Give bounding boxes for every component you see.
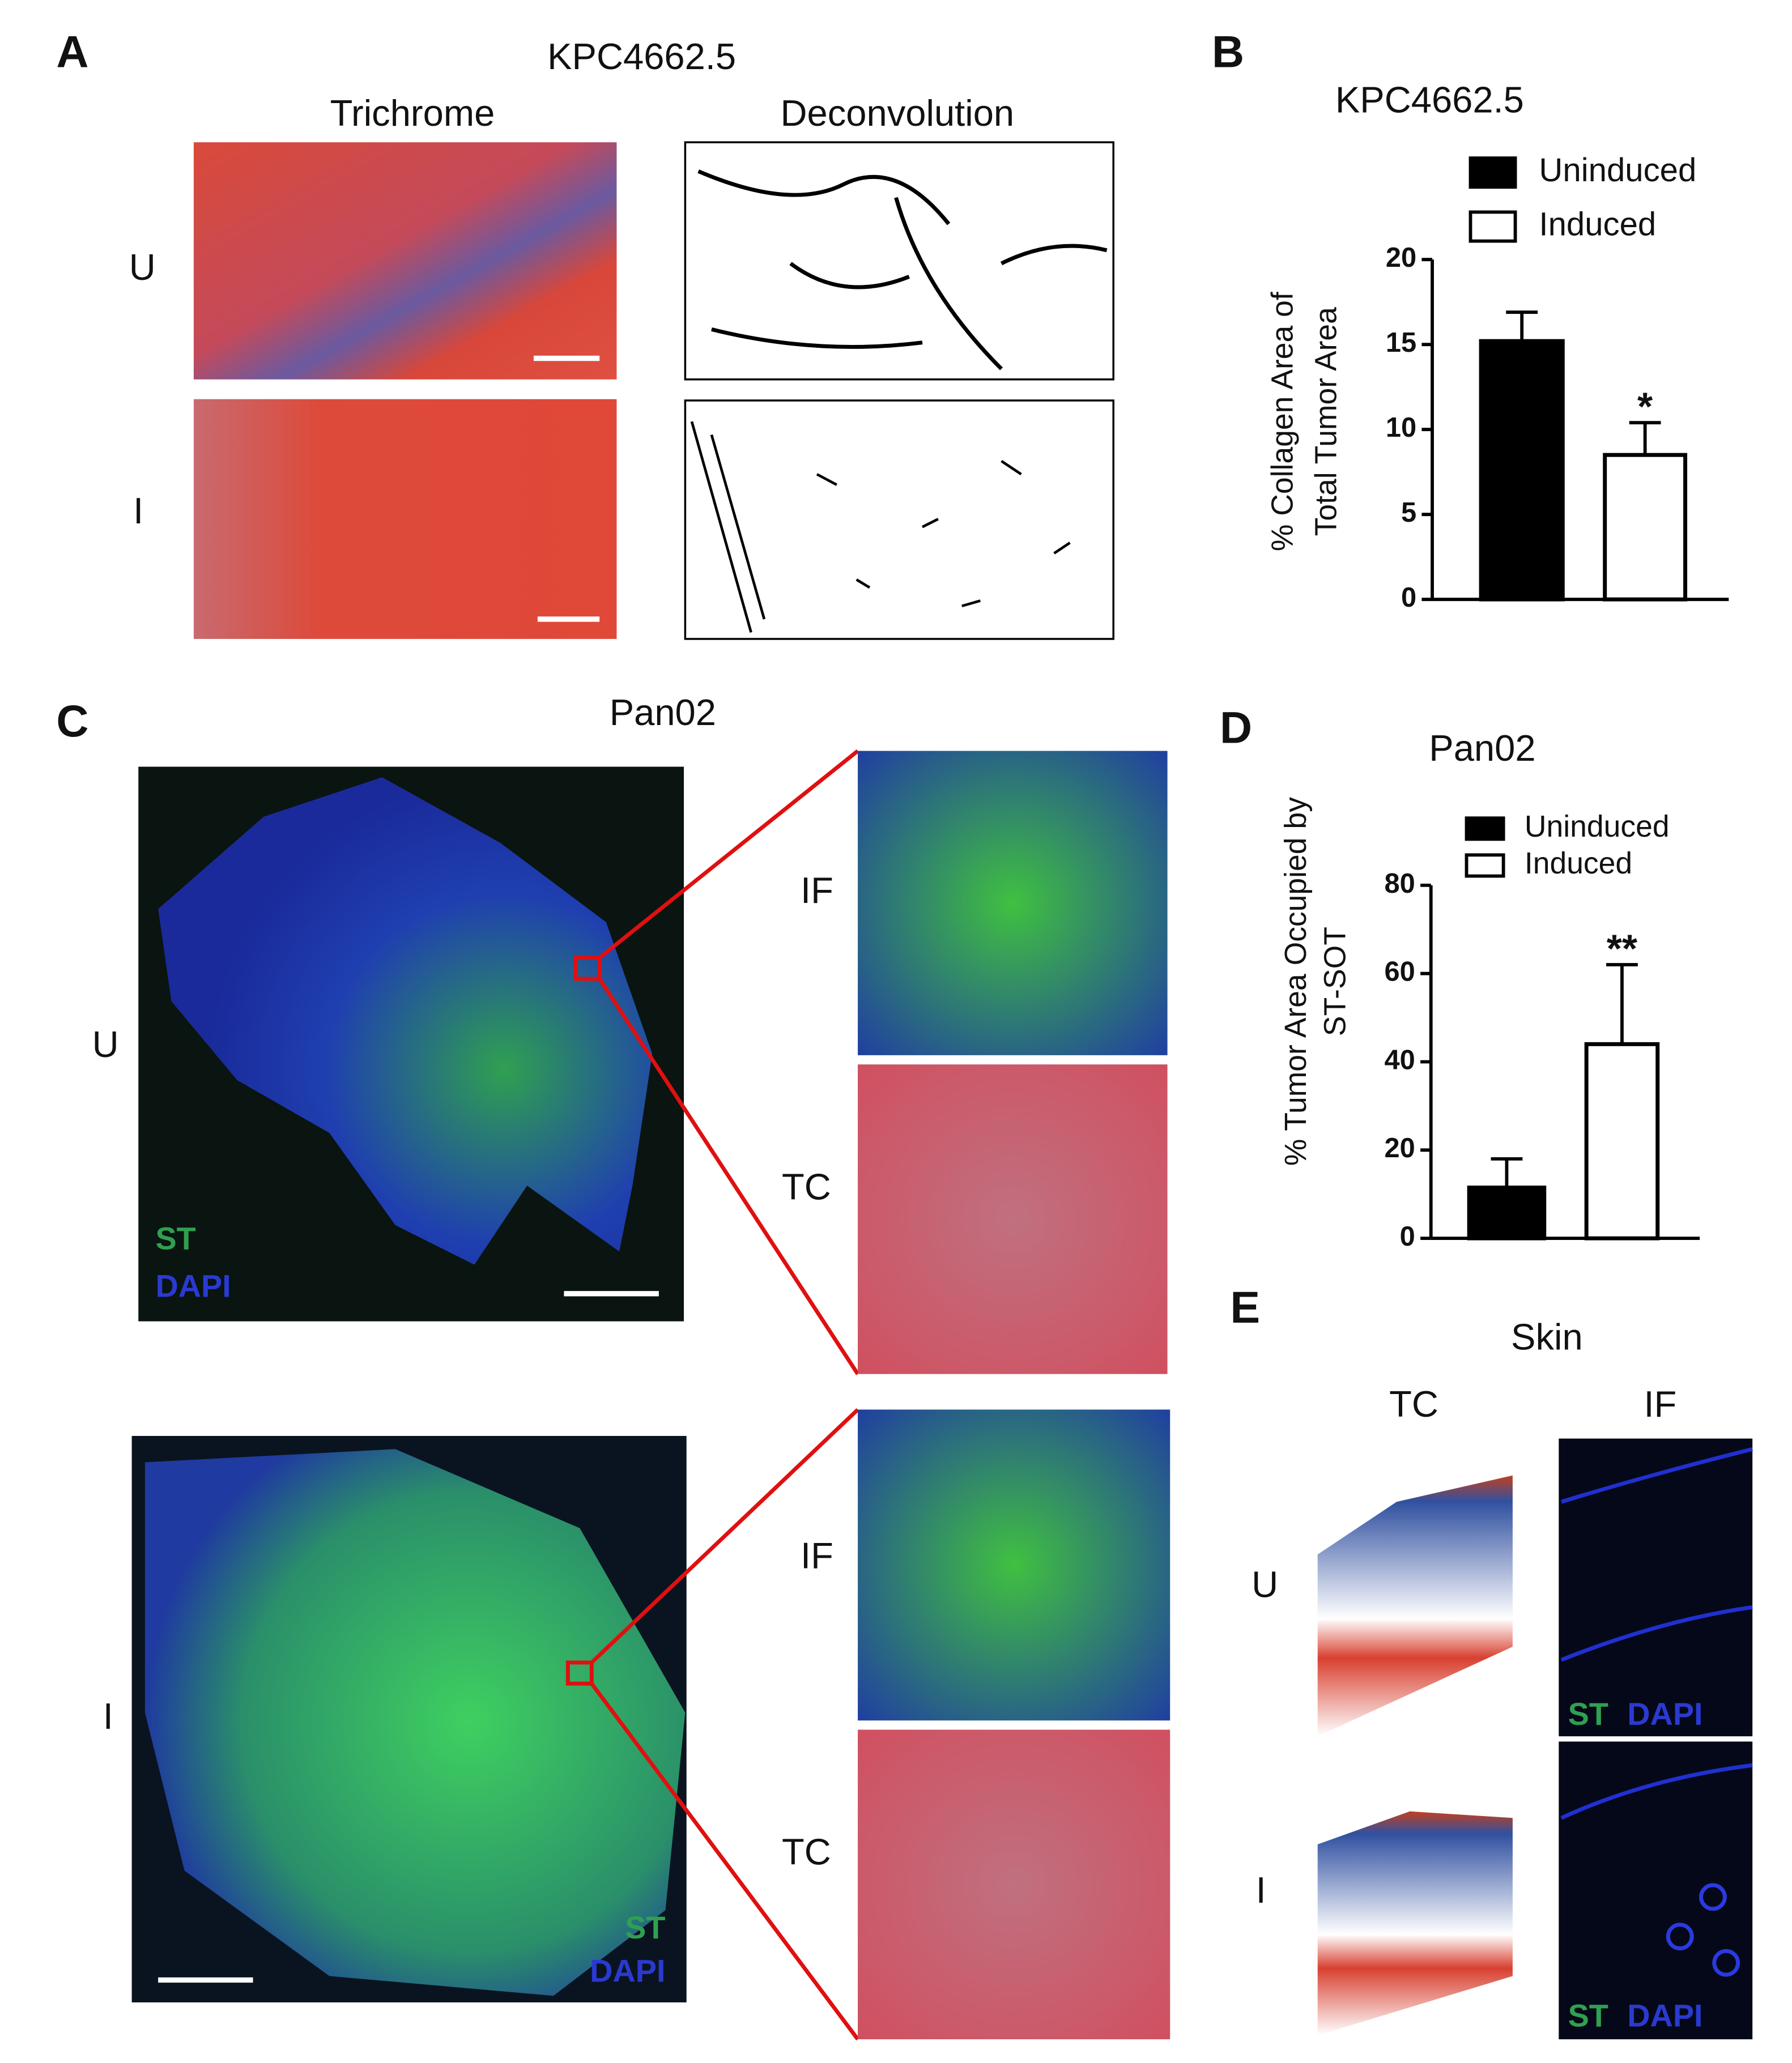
micrograph <box>1559 1741 1753 2040</box>
zoom-line <box>590 1408 859 2041</box>
legend-label: Induced <box>1539 206 1656 242</box>
row-label: U <box>1252 1564 1278 1605</box>
bar <box>1603 453 1688 602</box>
zoom-box <box>573 956 602 981</box>
legend-label: Uninduced <box>1525 810 1670 843</box>
micrograph <box>858 751 1168 1055</box>
zoom-label: IF <box>801 1535 833 1576</box>
column-label: Trichrome <box>330 92 495 134</box>
significance: ** <box>1607 926 1638 970</box>
legend-swatch <box>1468 210 1517 243</box>
panel-title: KPC4662.5 <box>547 36 736 77</box>
y-axis-label: Total Tumor Area <box>1309 307 1343 536</box>
column-label: TC <box>1389 1383 1438 1425</box>
zoom-label: IF <box>801 869 833 911</box>
deconvolution-image <box>684 399 1114 640</box>
stain-label: DAPI <box>1627 1696 1702 1732</box>
zoom-label: TC <box>782 1831 831 1873</box>
significance: * <box>1637 384 1653 428</box>
panel-letter: E <box>1230 1282 1260 1332</box>
chart-title: Pan02 <box>1429 727 1535 769</box>
column-label: Deconvolution <box>781 92 1015 134</box>
row-label: I <box>1256 1869 1266 1911</box>
micrograph <box>193 142 617 380</box>
y-tick-label: 80 <box>1385 868 1415 899</box>
stain-label: ST <box>625 1909 665 1945</box>
micrograph <box>858 1409 1170 1721</box>
tissue-signal <box>1560 1447 1753 1662</box>
stain-label: ST <box>1568 1998 1608 2034</box>
y-tick-label: 10 <box>1386 412 1416 443</box>
stain-label: ST <box>1568 1696 1608 1732</box>
micrograph <box>858 1729 1170 2040</box>
column-label: IF <box>1644 1383 1676 1425</box>
row-label: I <box>133 490 143 531</box>
chart-title: KPC4662.5 <box>1335 79 1524 121</box>
row-label: I <box>103 1695 113 1737</box>
micrograph <box>858 1064 1168 1374</box>
tissue <box>144 1449 686 1996</box>
micrograph <box>193 399 617 639</box>
legend-swatch <box>1468 156 1517 189</box>
tissue-signal <box>1666 1923 1694 1951</box>
legend-label: Uninduced <box>1539 152 1696 189</box>
legend-swatch <box>1465 853 1505 878</box>
y-tick-label: 20 <box>1386 242 1416 273</box>
legend-label: Induced <box>1525 847 1632 880</box>
stain-label: DAPI <box>1627 1998 1702 2034</box>
panel-title: Skin <box>1511 1316 1583 1357</box>
panel-title: Pan02 <box>610 692 716 733</box>
panel-letter: C <box>56 696 88 746</box>
fiber-trace <box>690 421 1071 633</box>
stain-label: ST <box>155 1221 195 1256</box>
tissue <box>158 777 653 1265</box>
y-tick-label: 60 <box>1385 957 1415 987</box>
y-tick-label: 0 <box>1400 1221 1415 1252</box>
bar <box>1479 339 1565 602</box>
y-axis-label: % Collagen Area of <box>1266 292 1300 551</box>
bar <box>1584 1042 1660 1241</box>
zoom-label: TC <box>782 1166 831 1207</box>
y-tick-label: 15 <box>1386 327 1416 358</box>
tissue-signal <box>1712 1949 1740 1977</box>
y-axis-label: ST-SOT <box>1319 927 1352 1036</box>
micrograph <box>1559 1438 1753 1737</box>
stain-label: DAPI <box>155 1268 231 1303</box>
tissue-signal <box>1699 1883 1727 1911</box>
y-tick-label: 5 <box>1401 497 1416 528</box>
panel-letter: B <box>1212 27 1244 77</box>
bar <box>1467 1186 1547 1241</box>
row-label: U <box>92 1024 119 1065</box>
zoom-box <box>565 1660 594 1686</box>
zoom-line <box>598 749 859 1375</box>
tissue-signal <box>1560 1763 1753 1820</box>
y-tick-label: 20 <box>1385 1133 1415 1163</box>
micrograph <box>1317 1811 1513 2036</box>
legend-swatch <box>1465 816 1505 841</box>
y-tick-label: 40 <box>1385 1045 1415 1075</box>
micrograph <box>1317 1475 1513 1737</box>
stain-label: DAPI <box>590 1953 665 1989</box>
y-tick-label: 0 <box>1401 582 1416 613</box>
panel-letter: A <box>56 27 88 77</box>
fiber-trace <box>697 169 1108 370</box>
y-axis-label: % Tumor Area Occupied by <box>1279 797 1313 1166</box>
panel-letter: D <box>1220 702 1252 753</box>
row-label: U <box>129 246 156 288</box>
